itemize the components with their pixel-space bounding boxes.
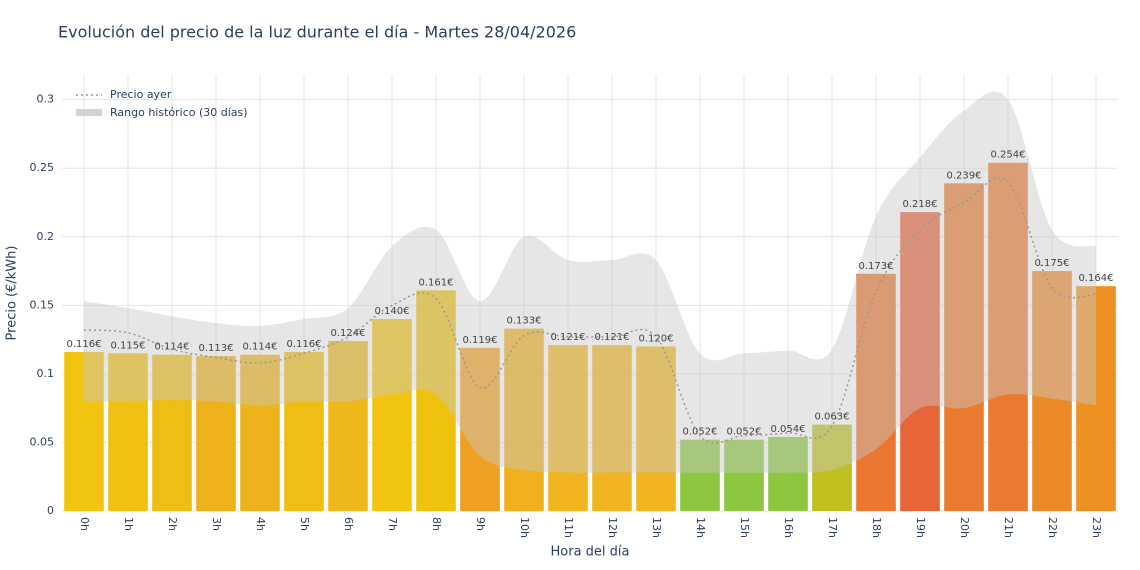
- value-label: 0.121€: [595, 332, 630, 343]
- x-tick-label: 7h: [386, 517, 399, 531]
- value-label: 0.121€: [551, 332, 586, 343]
- yesterday-line: [83, 177, 1097, 444]
- x-tick-label: 1h: [122, 517, 135, 531]
- bar: [64, 351, 104, 511]
- bar: [856, 273, 896, 511]
- y-tick-label: 0.1: [37, 367, 55, 380]
- x-tick-label: 20h: [958, 517, 971, 538]
- value-label: 0.054€: [771, 424, 806, 435]
- x-tick-label: 2h: [166, 517, 179, 531]
- value-label: 0.173€: [859, 261, 894, 272]
- bar: [108, 353, 148, 511]
- y-tick-label: 0.3: [37, 93, 55, 106]
- x-tick-label: 21h: [1002, 517, 1015, 538]
- value-label: 0.052€: [683, 427, 718, 438]
- y-tick-label: 0.05: [30, 435, 55, 448]
- bar: [152, 354, 192, 511]
- bar: [636, 346, 676, 511]
- bar: [196, 356, 236, 511]
- value-label: 0.140€: [375, 306, 410, 317]
- x-tick-label: 23h: [1090, 517, 1103, 538]
- x-tick-label: 13h: [650, 517, 663, 538]
- value-label: 0.116€: [287, 339, 322, 350]
- value-label: 0.114€: [155, 342, 190, 353]
- bar: [460, 347, 500, 511]
- bar: [812, 424, 852, 511]
- x-tick-label: 14h: [694, 517, 707, 538]
- value-label: 0.116€: [67, 339, 102, 350]
- y-tick-label: 0.25: [30, 161, 55, 174]
- value-label: 0.254€: [991, 150, 1026, 161]
- bar: [328, 340, 368, 511]
- value-label: 0.115€: [111, 340, 146, 351]
- y-tick-label: 0.15: [30, 298, 55, 311]
- y-tick-label: 0.2: [37, 230, 55, 243]
- bar: [680, 439, 720, 511]
- bar: [416, 290, 456, 511]
- x-tick-label: 3h: [210, 517, 223, 531]
- value-label: 0.175€: [1035, 258, 1070, 269]
- range-band: [84, 91, 1096, 473]
- x-tick-label: 8h: [430, 517, 443, 531]
- bar: [592, 345, 632, 511]
- x-tick-label: 0h: [78, 517, 91, 531]
- bar: [284, 351, 324, 511]
- bar: [548, 345, 588, 511]
- bar: [1076, 286, 1116, 511]
- y-axis-title: Precio (€/kWh): [5, 246, 20, 341]
- value-label: 0.218€: [903, 199, 938, 210]
- chart-title: Evolución del precio de la luz durante e…: [58, 23, 576, 42]
- bar: [988, 162, 1028, 512]
- x-tick-label: 10h: [518, 517, 531, 538]
- x-tick-label: 16h: [782, 517, 795, 538]
- x-tick-label: 18h: [870, 517, 883, 538]
- value-label: 0.164€: [1079, 273, 1114, 284]
- value-label: 0.120€: [639, 333, 674, 344]
- value-label: 0.052€: [727, 427, 762, 438]
- y-tick-label: 0: [47, 504, 54, 517]
- value-label: 0.239€: [947, 170, 982, 181]
- x-tick-label: 17h: [826, 517, 839, 538]
- x-tick-label: 22h: [1046, 517, 1059, 538]
- value-label: 0.124€: [331, 328, 366, 339]
- value-label: 0.161€: [419, 277, 454, 288]
- x-tick-label: 19h: [914, 517, 927, 538]
- bar: [372, 319, 412, 511]
- x-axis-title: Hora del día: [551, 545, 630, 560]
- x-tick-label: 9h: [474, 517, 487, 531]
- bar: [1032, 271, 1072, 511]
- bar: [944, 183, 984, 512]
- bar: [504, 328, 544, 511]
- value-label: 0.113€: [199, 343, 234, 354]
- x-tick-label: 12h: [606, 517, 619, 538]
- value-label: 0.063€: [815, 412, 850, 423]
- x-tick-label: 11h: [562, 517, 575, 538]
- value-label: 0.133€: [507, 316, 542, 327]
- value-label: 0.119€: [463, 335, 498, 346]
- x-tick-label: 15h: [738, 517, 751, 538]
- legend-label: Precio ayer: [110, 88, 172, 101]
- bar: [768, 436, 808, 511]
- x-tick-label: 4h: [254, 517, 267, 531]
- legend-band-swatch: [76, 109, 102, 116]
- bar: [724, 439, 764, 511]
- x-tick-label: 5h: [298, 517, 311, 531]
- legend-label: Rango histórico (30 días): [110, 106, 248, 119]
- x-tick-label: 6h: [342, 517, 355, 531]
- bar: [900, 212, 940, 511]
- bar: [240, 354, 280, 511]
- value-label: 0.114€: [243, 342, 278, 353]
